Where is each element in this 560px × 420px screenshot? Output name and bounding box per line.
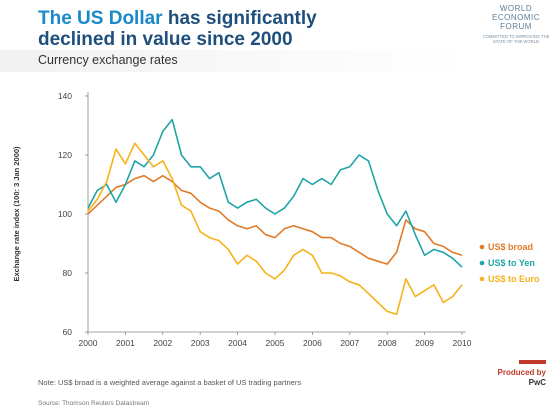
x-tick-label: 2004 (228, 338, 247, 348)
y-tick-label: 100 (58, 209, 72, 219)
series-line-3 (87, 142, 463, 316)
logo-line-3: FORUM (500, 22, 532, 31)
x-tick-label: 2009 (415, 338, 434, 348)
y-tick-label: 80 (63, 268, 73, 278)
page-title: The US Dollar has significantly declined… (38, 8, 398, 50)
legend-label-3: US$ to Euro (488, 274, 540, 284)
legend-dot-1 (479, 244, 485, 250)
series-line-2 (87, 118, 463, 268)
producer-credit: Produced by PwC (470, 368, 546, 388)
logo-line-2: ECONOMIC (492, 13, 540, 22)
x-tick-label: 2003 (191, 338, 210, 348)
x-tick-label: 2006 (303, 338, 322, 348)
legend-label-1: US$ broad (488, 242, 533, 252)
logo-line-1: WORLD (499, 4, 533, 13)
produced-by-label: Produced by (497, 368, 546, 377)
producer-name: PwC (528, 378, 546, 387)
y-tick-label: 140 (58, 91, 72, 101)
source-note: Source: Thomson Reuters Datastream (38, 400, 150, 407)
series-line-1 (87, 174, 463, 265)
title-rest: has significantly declined in value sinc… (38, 8, 317, 50)
x-tick-label: 2000 (79, 338, 98, 348)
x-tick-label: 2010 (453, 338, 472, 348)
legend-dot-3 (479, 276, 485, 282)
footnote: Note: US$ broad is a weighted average ag… (38, 378, 302, 387)
legend-dot-2 (479, 260, 485, 266)
x-tick-label: 2002 (153, 338, 172, 348)
title-highlight: The US Dollar (38, 8, 163, 29)
y-axis-title: Exchange rate index (100: 3 Jan 2000) (12, 146, 21, 282)
y-tick-label: 60 (63, 327, 73, 337)
x-tick-label: 2005 (266, 338, 285, 348)
wef-logo: WORLD ECONOMIC FORUM COMMITTED TO IMPROV… (476, 4, 556, 44)
logo-tagline: COMMITTED TO IMPROVING THE STATE OF THE … (482, 34, 550, 44)
x-tick-label: 2001 (116, 338, 135, 348)
y-tick-label: 120 (58, 150, 72, 160)
legend-label-2: US$ to Yen (488, 258, 535, 268)
x-tick-label: 2008 (378, 338, 397, 348)
x-tick-label: 2007 (340, 338, 359, 348)
chart-subtitle: Currency exchange rates (38, 53, 178, 67)
producer-accent-bar (519, 360, 546, 364)
